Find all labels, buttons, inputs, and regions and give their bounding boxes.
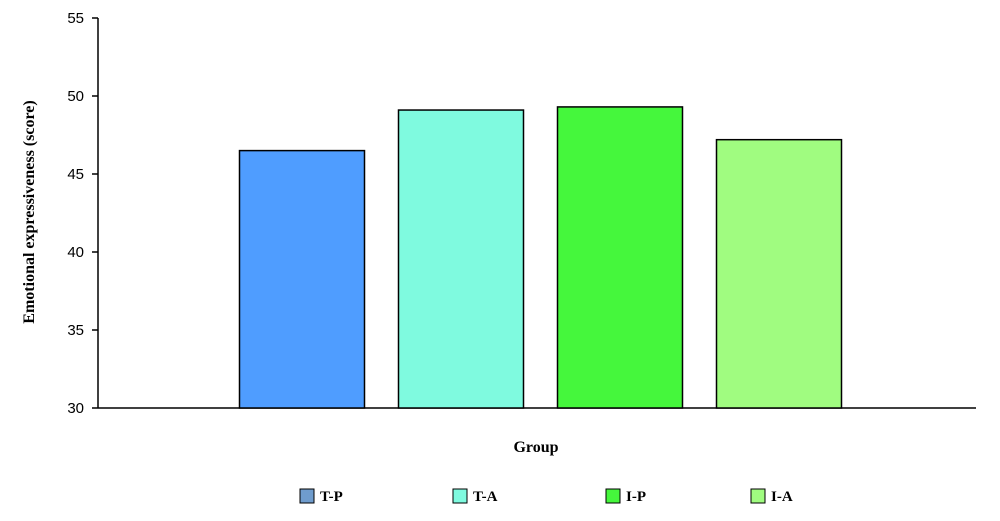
y-axis: 30 35 40 45 50 55 bbox=[67, 10, 99, 417]
bar-i-p bbox=[556, 106, 684, 409]
bar-t-a bbox=[397, 109, 525, 409]
bar-t-p bbox=[238, 149, 366, 409]
x-axis-title: Group bbox=[513, 439, 558, 456]
legend-swatch-i-p bbox=[605, 488, 621, 504]
legend: T-P T-A I-P I-A bbox=[299, 488, 793, 505]
bar-i-a bbox=[715, 138, 843, 409]
y-tick-label: 40 bbox=[67, 244, 84, 261]
y-tick-label: 50 bbox=[67, 88, 84, 105]
bars bbox=[238, 106, 843, 409]
y-tick-label: 45 bbox=[67, 166, 84, 183]
y-tick-label: 55 bbox=[67, 10, 84, 27]
legend-swatch-t-a bbox=[452, 488, 468, 504]
legend-label-t-a: T-A bbox=[473, 489, 498, 505]
y-tick-label: 30 bbox=[67, 400, 84, 417]
legend-swatch-t-p bbox=[299, 488, 315, 504]
legend-swatch-i-a bbox=[750, 488, 766, 504]
legend-label-i-p: I-P bbox=[626, 489, 646, 505]
legend-label-t-p: T-P bbox=[320, 489, 343, 505]
y-axis-title: Emotional expressiveness (score) bbox=[21, 100, 38, 323]
y-tick-label: 35 bbox=[67, 322, 84, 339]
legend-label-i-a: I-A bbox=[771, 489, 793, 505]
